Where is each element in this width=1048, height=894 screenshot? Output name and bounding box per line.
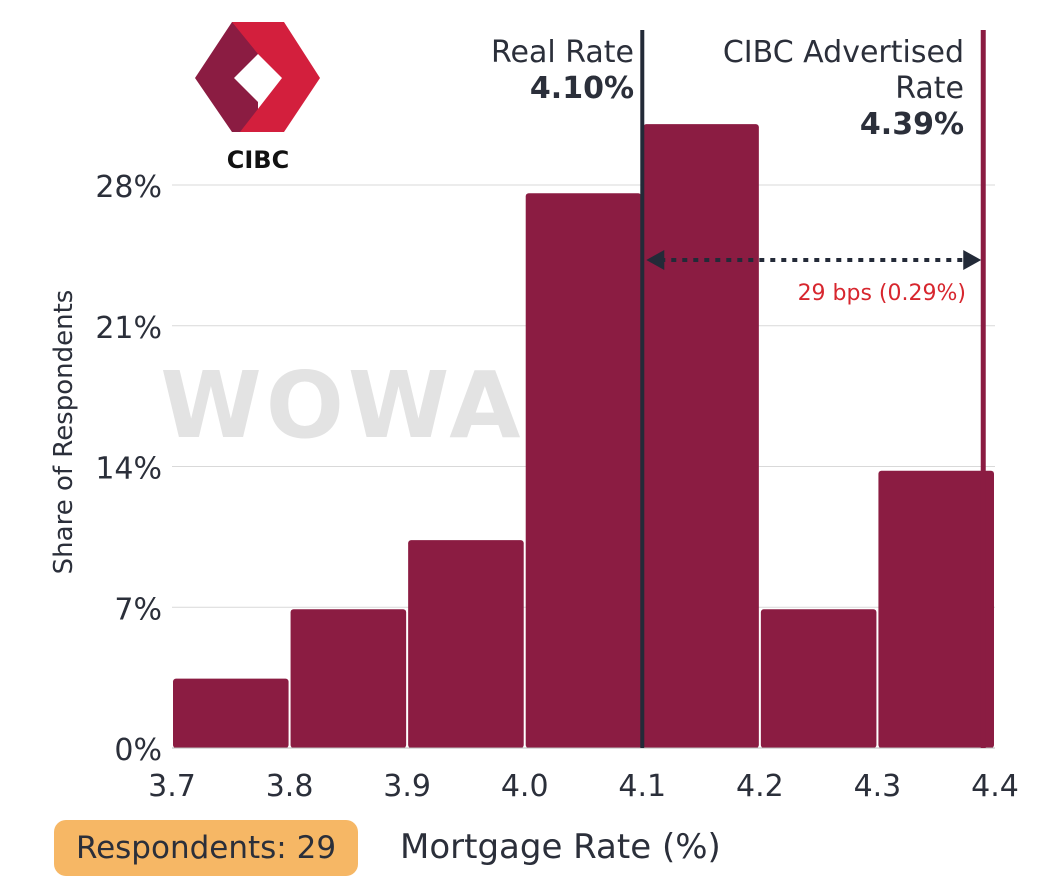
histogram-bar bbox=[878, 470, 994, 748]
real-rate-label: Real Rate bbox=[491, 35, 634, 70]
y-axis-label: Share of Respondents bbox=[49, 290, 79, 575]
x-tick-label: 3.9 bbox=[383, 769, 431, 804]
respondents-badge: Respondents: 29 bbox=[54, 820, 358, 876]
histogram-bar bbox=[525, 193, 642, 749]
y-tick-label: 14% bbox=[95, 452, 162, 487]
x-tick-label: 3.7 bbox=[148, 769, 196, 804]
x-tick-label: 4.3 bbox=[854, 769, 902, 804]
histogram-bar bbox=[643, 124, 759, 748]
real-rate-value: 4.10% bbox=[530, 71, 634, 106]
arrow-head-right-icon bbox=[963, 250, 982, 270]
cibc-logo-right-icon bbox=[232, 22, 320, 132]
advertised-rate-value: 4.39% bbox=[860, 107, 964, 142]
histogram-bar bbox=[290, 609, 407, 748]
x-tick-label: 4.0 bbox=[501, 769, 549, 804]
x-axis-label: Mortgage Rate (%) bbox=[400, 827, 721, 867]
arrow-head-left-icon bbox=[646, 250, 665, 270]
x-tick-label: 4.2 bbox=[736, 769, 784, 804]
y-tick-label: 0% bbox=[114, 733, 162, 768]
advertised-rate-label: CIBC Advertised bbox=[723, 35, 964, 70]
cibc-logo-left-icon bbox=[195, 22, 258, 132]
difference-annotation: 29 bps (0.29%) bbox=[798, 281, 966, 306]
advertised-rate-label-2: Rate bbox=[895, 71, 964, 106]
histogram-bar bbox=[173, 678, 289, 748]
x-tick-label: 4.1 bbox=[618, 769, 666, 804]
y-tick-label: 7% bbox=[114, 592, 162, 627]
y-tick-label: 28% bbox=[95, 170, 162, 205]
x-tick-label: 3.8 bbox=[266, 769, 314, 804]
x-tick-label: 4.4 bbox=[971, 769, 1019, 804]
histogram-bar bbox=[408, 540, 524, 748]
y-tick-label: 21% bbox=[95, 311, 162, 346]
histogram-bar bbox=[760, 609, 877, 748]
cibc-logo-text: CIBC bbox=[227, 146, 289, 174]
